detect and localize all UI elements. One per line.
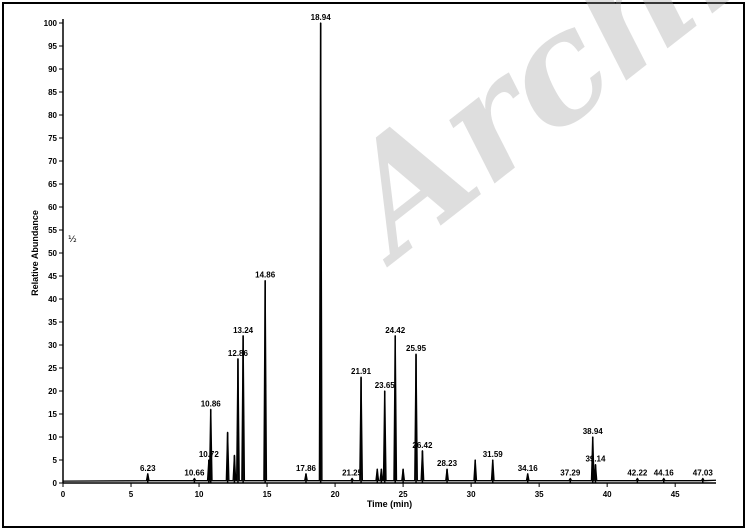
peak-label: 31.59 — [483, 450, 504, 459]
y-tick-label: 35 — [48, 318, 57, 327]
y-tick-label: 100 — [44, 19, 58, 28]
x-tick-label: 40 — [603, 490, 612, 499]
y-tick-label: 30 — [48, 341, 57, 350]
y-tick-label: 0 — [53, 479, 58, 488]
peak-label: 18.94 — [311, 13, 332, 22]
y-tick-label: 50 — [48, 249, 57, 258]
x-tick-label: 25 — [399, 490, 408, 499]
y-tick-label: 75 — [48, 134, 57, 143]
peak-label: 38.94 — [583, 427, 604, 436]
y-tick-label: 85 — [48, 88, 57, 97]
peak-labels: 6.23 10.66 10.72 10.86 12.86 13.24 14.86 17.86 1… — [140, 13, 713, 477]
peak-label: 23.65 — [375, 381, 396, 390]
peak-label: 26.42 — [412, 441, 433, 450]
peak-label: 14.86 — [255, 271, 276, 280]
chromatogram-trace — [62, 22, 717, 483]
y-tick-label: 40 — [48, 295, 57, 304]
peak-label: 21.91 — [351, 367, 372, 376]
peak-label: 28.23 — [437, 459, 458, 468]
x-tick-label: 20 — [331, 490, 340, 499]
y-tick-label: 80 — [48, 111, 57, 120]
y-tick-label: 90 — [48, 65, 57, 74]
peak-label: 24.42 — [385, 326, 406, 335]
peak-label: 42.22 — [627, 468, 648, 477]
peak-label: 10.72 — [199, 450, 220, 459]
y-tick-label: 10 — [48, 433, 57, 442]
y-tick-label: 65 — [48, 180, 57, 189]
y-tick-label: 55 — [48, 226, 57, 235]
trace-line — [62, 22, 717, 482]
y-tick-label: 95 — [48, 42, 57, 51]
x-tick-label: 45 — [671, 490, 680, 499]
x-tick-label: 10 — [195, 490, 204, 499]
y-tick-label: 25 — [48, 364, 57, 373]
peak-label: 44.16 — [654, 468, 675, 477]
peak-label: 21.25 — [342, 468, 363, 477]
y-tick-label: 60 — [48, 203, 57, 212]
peak-label: 17.86 — [296, 464, 317, 473]
side-mark: ½ — [68, 235, 77, 245]
peak-label: 34.16 — [518, 464, 539, 473]
peak-label: 10.66 — [184, 468, 205, 477]
x-tick-label: 15 — [263, 490, 272, 499]
y-tick-label: 70 — [48, 157, 57, 166]
y-tick-label: 45 — [48, 272, 57, 281]
x-tick-label: 0 — [61, 490, 66, 499]
peak-label: 47.03 — [693, 468, 714, 477]
y-tick-label: 15 — [48, 410, 57, 419]
peak-label: 25.95 — [406, 344, 427, 353]
peak-label: 39.14 — [585, 455, 606, 464]
peak-label: 37.29 — [560, 468, 581, 477]
peak-label: 13.24 — [233, 326, 254, 335]
y-tick-label: 5 — [53, 456, 58, 465]
peak-label: 12.86 — [228, 349, 249, 358]
y-tick-label: 20 — [48, 387, 57, 396]
x-tick-label: 35 — [535, 490, 544, 499]
x-tick-label: 30 — [467, 490, 476, 499]
x-tick-label: 5 — [129, 490, 134, 499]
y-axis-label: Relative Abundance — [30, 210, 40, 296]
peak-label: 10.86 — [201, 399, 222, 408]
x-axis-label: Time (min) — [367, 499, 412, 509]
axes: 0510152025303540455055606570758085909510… — [44, 19, 716, 499]
peak-label: 6.23 — [140, 464, 156, 473]
